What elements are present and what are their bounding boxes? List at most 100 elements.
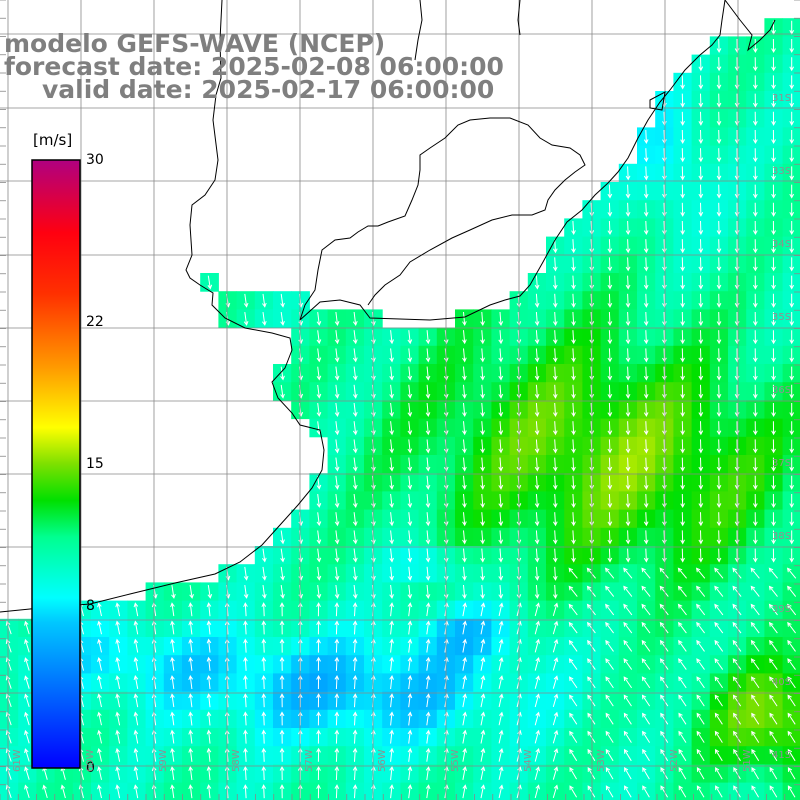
wind-arrow-icon [698, 257, 704, 272]
wind-arrow-icon [571, 257, 576, 272]
wind-arrow-icon [680, 293, 685, 308]
wind-arrow-icon [625, 512, 631, 527]
wind-arrow-icon [115, 675, 121, 689]
wind-arrow-icon [734, 384, 740, 399]
wind-arrow-icon [734, 439, 740, 454]
wind-arrow-icon [715, 767, 723, 780]
wind-arrow-icon [623, 603, 633, 616]
wind-arrow-icon [643, 421, 649, 436]
wind-arrow-icon [569, 694, 578, 707]
wind-arrow-icon [752, 93, 758, 108]
wind-arrow-icon [660, 694, 669, 707]
wind-arrow-icon [425, 711, 431, 726]
wind-arrow-icon [133, 711, 139, 726]
wind-arrow-icon [789, 530, 795, 545]
wind-arrow-icon [316, 312, 322, 326]
wind-arrow-icon [768, 603, 778, 616]
wind-arrow-icon [568, 658, 578, 670]
wind-arrow-icon [716, 275, 722, 290]
wind-arrow-icon [605, 694, 614, 707]
wind-arrow-icon [625, 275, 631, 290]
wind-arrow-icon [751, 767, 760, 780]
wind-arrow-icon [752, 293, 758, 308]
wind-arrow-icon [552, 638, 559, 653]
wind-arrow-icon [534, 711, 540, 726]
wind-arrow-icon [732, 639, 742, 652]
wind-arrow-icon [607, 366, 613, 381]
wind-arrow-icon [734, 57, 740, 72]
wind-arrow-icon [552, 311, 558, 327]
wind-arrow-icon [261, 638, 267, 653]
wind-arrow-icon [534, 439, 540, 454]
wind-arrow-icon [680, 512, 685, 527]
wind-arrow-icon [680, 493, 685, 509]
wind-arrow-icon [643, 348, 649, 363]
wind-arrow-icon [625, 384, 631, 399]
wind-arrow-icon [680, 384, 685, 399]
wind-arrow-icon [389, 548, 394, 563]
wind-arrow-icon [587, 676, 596, 689]
wind-arrow-icon [462, 675, 467, 689]
wind-arrow-icon [698, 330, 704, 345]
wind-arrow-icon [188, 711, 194, 726]
wind-arrow-icon [716, 512, 722, 527]
wind-arrow-icon [389, 747, 394, 762]
wind-arrow-icon [716, 348, 722, 363]
wind-arrow-icon [678, 676, 687, 689]
wind-arrow-icon [188, 638, 194, 653]
wind-arrow-icon [352, 566, 358, 581]
wind-arrow-icon [698, 348, 704, 363]
wind-arrow-icon [680, 311, 685, 327]
wind-arrow-icon [480, 747, 486, 762]
wind-arrow-icon [752, 111, 758, 126]
wind-arrow-icon [642, 785, 650, 798]
wind-arrow-icon [206, 729, 212, 744]
wind-arrow-icon [696, 694, 705, 707]
wind-arrow-icon [750, 658, 760, 670]
wind-arrow-icon [734, 184, 740, 199]
wind-arrow-icon [752, 548, 758, 563]
wind-arrow-icon [752, 202, 758, 217]
wind-arrow-icon [716, 57, 722, 72]
wind-arrow-icon [716, 184, 722, 199]
wind-arrow-icon [407, 366, 413, 381]
wind-arrow-icon [660, 748, 669, 762]
wind-arrow-icon [480, 620, 486, 635]
wind-arrow-icon [586, 621, 596, 634]
wind-arrow-icon [787, 730, 796, 743]
wind-arrow-icon [316, 566, 322, 581]
wind-arrow-icon [698, 239, 704, 254]
wind-arrow-icon [643, 548, 649, 563]
wind-arrow-icon [389, 348, 394, 363]
wind-arrow-icon [571, 220, 576, 236]
wind-arrow-icon [751, 712, 760, 725]
wind-arrow-icon [734, 129, 740, 145]
wind-arrow-icon [643, 275, 649, 290]
wind-arrow-icon [206, 620, 212, 635]
wind-arrow-icon [352, 711, 358, 726]
wind-arrow-icon [262, 293, 267, 308]
wind-arrow-icon [789, 548, 795, 563]
wind-arrow-icon [425, 384, 431, 399]
wind-arrow-icon [660, 767, 669, 780]
wind-arrow-icon [60, 784, 66, 799]
wind-arrow-icon [279, 693, 285, 708]
wind-arrow-icon [425, 512, 431, 527]
latitude-label: 33S [772, 166, 792, 177]
wind-arrow-icon [698, 220, 704, 236]
wind-arrow-icon [696, 767, 705, 780]
wind-arrow-icon [534, 512, 540, 527]
wind-arrow-icon [771, 384, 776, 399]
wind-arrow-icon [425, 457, 431, 472]
wind-arrow-icon [534, 584, 540, 600]
wind-arrow-icon [716, 111, 722, 126]
wind-arrow-icon [716, 239, 722, 254]
wind-arrow-icon [716, 148, 722, 163]
wind-arrow-icon [552, 275, 558, 290]
wind-arrow-icon [480, 402, 485, 418]
wind-arrow-icon [133, 729, 139, 744]
colorbar-tick-label: 22 [86, 314, 104, 331]
wind-arrow-icon [534, 402, 540, 418]
wind-arrow-icon [789, 512, 795, 527]
wind-arrow-icon [607, 220, 613, 236]
